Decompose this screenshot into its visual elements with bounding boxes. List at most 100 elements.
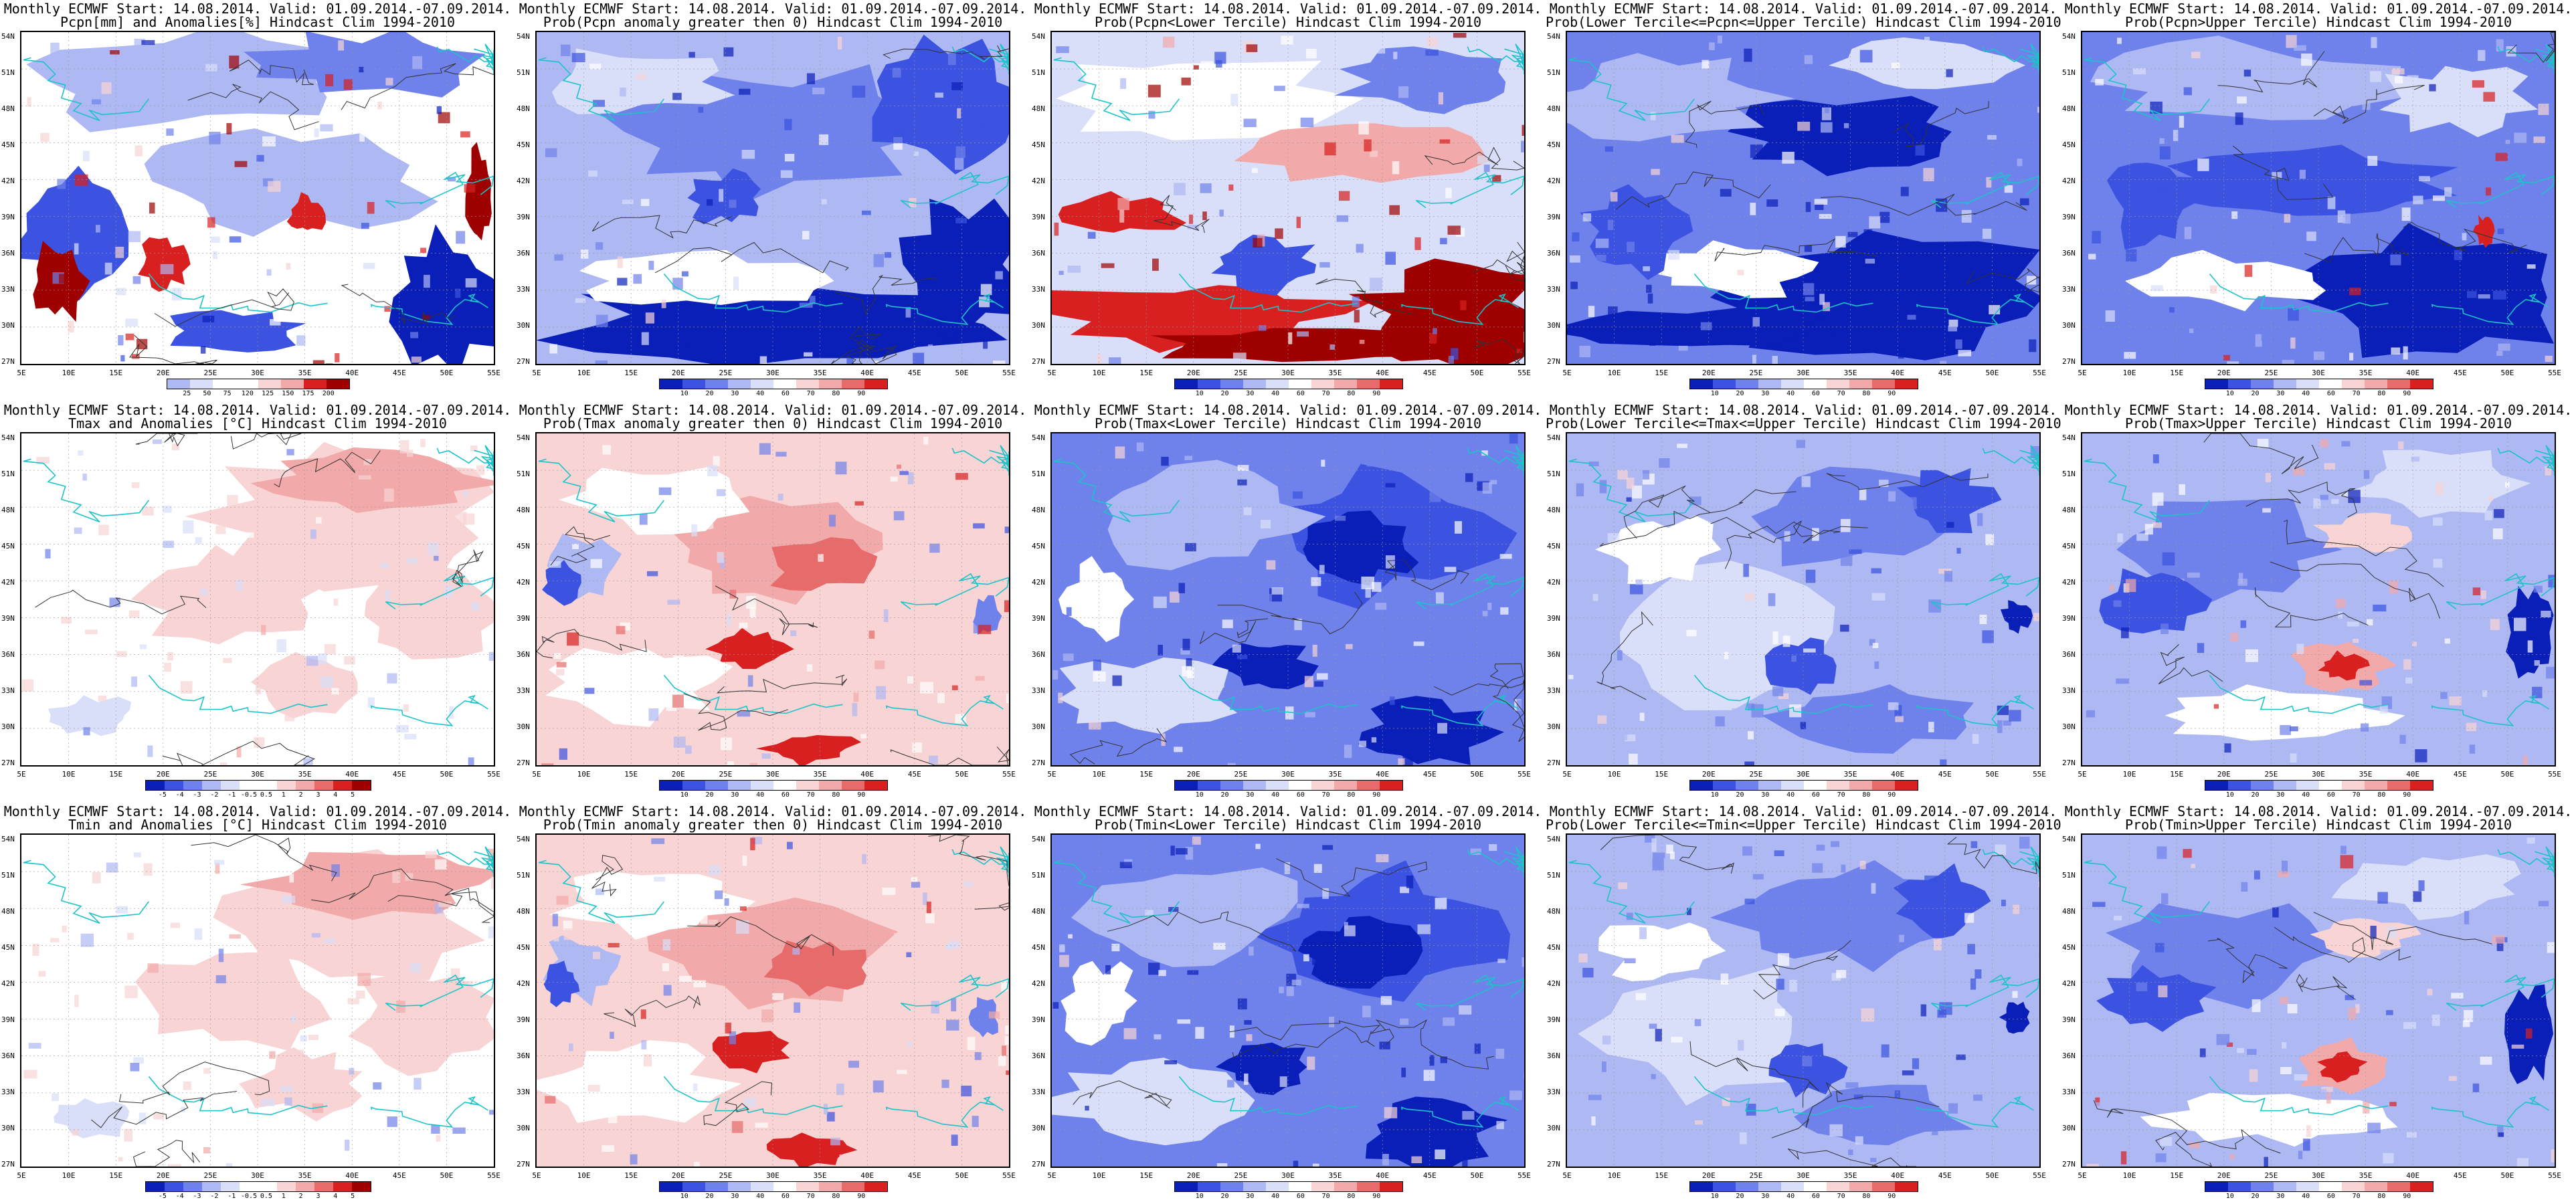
colorbar-segment <box>2387 781 2410 790</box>
field-speckle <box>682 1037 691 1043</box>
field-speckle <box>1995 844 2007 856</box>
field-speckle <box>347 998 359 1005</box>
field-speckle <box>1440 1056 1447 1064</box>
lat-tick-label: 27N <box>517 357 530 366</box>
field-speckle <box>1411 1156 1422 1163</box>
lon-tick-label: 20E <box>156 369 170 377</box>
field-speckle <box>25 508 29 519</box>
field-speckle <box>731 1121 743 1133</box>
field-speckle <box>923 892 927 905</box>
field-speckle <box>2526 837 2535 844</box>
colorbar <box>659 780 888 791</box>
field-speckle <box>2092 902 2106 907</box>
colorbar-segment <box>864 781 887 790</box>
field-speckle <box>203 1147 211 1154</box>
lat-tick-label: 39N <box>1 1015 15 1024</box>
field-speckle <box>1244 1073 1249 1085</box>
field-speckle <box>1362 738 1371 744</box>
field-speckle <box>651 838 665 844</box>
colorbar-segment <box>1849 781 1872 790</box>
field-speckle <box>125 333 134 340</box>
colorbar-tick-label: 0.5 <box>260 791 272 799</box>
field-speckle <box>784 154 795 162</box>
lon-tick-label: 40E <box>1891 369 1905 377</box>
colorbar-tick-label: 20 <box>1220 791 1229 799</box>
field-speckle <box>1816 844 1825 851</box>
colorbar-tick-label: 40 <box>2302 1193 2310 1200</box>
field-speckle <box>1193 65 1199 70</box>
field-speckle <box>1592 593 1598 601</box>
lon-tick-label: 35E <box>813 770 827 779</box>
anomaly-region <box>348 975 494 1076</box>
field-speckle <box>727 761 734 765</box>
anomaly-region <box>2163 144 2458 216</box>
field-speckle <box>1156 251 1161 258</box>
lat-tick-label: 54N <box>2062 835 2076 843</box>
field-speckle <box>131 482 140 488</box>
field-speckle <box>1777 952 1790 967</box>
lat-tick-label: 36N <box>1032 650 1045 659</box>
field-speckle <box>1246 1034 1253 1041</box>
colorbar-segment <box>1266 781 1289 790</box>
colorbar-tick-label: 200 <box>322 390 335 397</box>
field-speckle <box>723 47 734 57</box>
field-speckle <box>553 935 559 942</box>
colorbar-tick-label: -0.5 <box>241 1193 258 1200</box>
field-speckle <box>1970 841 1978 848</box>
lon-tick-label: 20E <box>1186 369 1200 377</box>
field-speckle <box>2201 55 2207 62</box>
lon-tick-label: 20E <box>671 770 685 779</box>
field-speckle <box>2418 880 2425 891</box>
lat-tick-label: 33N <box>1032 1088 1045 1096</box>
lon-tick-label: 45E <box>2453 770 2467 779</box>
colorbar-tick-label: 1 <box>281 1193 286 1200</box>
field-speckle <box>2399 734 2406 744</box>
field-speckle <box>413 1078 422 1090</box>
field-speckle <box>131 354 140 359</box>
field-speckle <box>1850 501 1855 510</box>
field-speckle <box>276 639 286 652</box>
field-speckle <box>2482 690 2488 698</box>
field-speckle <box>118 1157 123 1162</box>
lat-tick-label: 39N <box>2062 614 2076 623</box>
field-speckle <box>256 155 264 162</box>
lon-tick-label: 50E <box>1470 770 1484 779</box>
field-speckle <box>83 727 90 736</box>
field-speckle <box>2019 198 2029 205</box>
colorbar-segment <box>864 1182 887 1191</box>
anomaly-region <box>465 142 492 241</box>
lat-tick-label: 30N <box>2062 722 2076 731</box>
field-speckle <box>1213 942 1226 950</box>
colorbar-segment <box>773 379 796 389</box>
lon-tick-label: 15E <box>624 1171 638 1180</box>
field-speckle <box>691 524 698 536</box>
field-speckle <box>1195 1027 1204 1039</box>
lon-tick-label: 25E <box>1234 369 1248 377</box>
field-speckle <box>1591 1116 1596 1126</box>
colorbar-segment <box>751 1182 773 1191</box>
field-speckle <box>928 344 933 351</box>
field-speckle <box>1120 78 1126 89</box>
field-speckle <box>947 52 956 66</box>
field-speckle <box>1582 967 1594 978</box>
field-speckle <box>1170 591 1180 603</box>
field-speckle <box>2184 227 2192 239</box>
colorbar-tick-label: 80 <box>1862 1193 1871 1200</box>
field-speckle <box>296 335 306 346</box>
field-speckle <box>2480 1056 2492 1065</box>
field-speckle <box>2281 860 2288 874</box>
anomaly-region <box>250 651 358 718</box>
field-speckle <box>399 440 409 454</box>
field-speckle <box>367 697 375 708</box>
field-speckle <box>1861 1008 1875 1022</box>
field-speckle <box>1158 644 1163 656</box>
field-speckle <box>667 476 673 490</box>
field-speckle <box>1937 1009 1946 1018</box>
field-speckle <box>1720 189 1732 197</box>
anomaly-region <box>1052 285 1374 353</box>
field-speckle <box>1435 898 1447 910</box>
field-speckle <box>1720 973 1729 985</box>
field-speckle <box>1746 1104 1756 1116</box>
field-speckle <box>385 78 393 86</box>
colorbar-segment <box>296 781 314 790</box>
